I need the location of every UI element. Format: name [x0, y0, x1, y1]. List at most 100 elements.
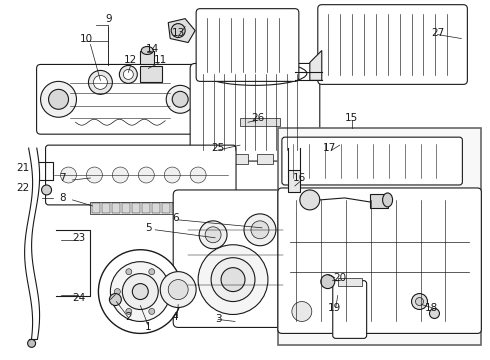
Circle shape [321, 275, 335, 289]
Circle shape [166, 85, 194, 113]
Text: 26: 26 [251, 113, 265, 123]
Polygon shape [310, 50, 322, 80]
Circle shape [114, 289, 121, 294]
Text: 14: 14 [146, 44, 159, 54]
Circle shape [244, 214, 276, 246]
Bar [91, 202, 235, 214]
Bar [338, 278, 362, 285]
Text: 2: 2 [125, 312, 132, 323]
Bar [202, 203, 210, 213]
Circle shape [412, 293, 427, 310]
Circle shape [27, 339, 36, 347]
Circle shape [112, 167, 128, 183]
Ellipse shape [383, 193, 392, 207]
Text: 5: 5 [145, 223, 151, 233]
FancyBboxPatch shape [333, 280, 367, 338]
Text: 4: 4 [172, 312, 178, 323]
Bar [212, 203, 220, 213]
Circle shape [172, 91, 188, 107]
Circle shape [190, 167, 206, 183]
Text: 9: 9 [105, 14, 112, 24]
Circle shape [205, 227, 221, 243]
Text: 7: 7 [59, 173, 66, 183]
Circle shape [61, 167, 76, 183]
Circle shape [171, 24, 185, 37]
FancyBboxPatch shape [278, 188, 481, 333]
Circle shape [221, 268, 245, 292]
Text: 10: 10 [80, 33, 93, 44]
Text: 23: 23 [72, 233, 85, 243]
Bar [282, 154, 298, 164]
Text: 13: 13 [172, 28, 185, 37]
Circle shape [86, 167, 102, 183]
Bar [142, 203, 150, 213]
Text: 19: 19 [328, 302, 342, 312]
Circle shape [94, 75, 107, 89]
Circle shape [164, 167, 180, 183]
Bar [93, 203, 100, 213]
Text: 27: 27 [431, 28, 444, 37]
Bar [112, 203, 121, 213]
FancyBboxPatch shape [37, 64, 199, 134]
FancyBboxPatch shape [173, 190, 298, 328]
Text: 21: 21 [16, 163, 29, 173]
FancyBboxPatch shape [196, 9, 299, 81]
Circle shape [132, 284, 148, 300]
Circle shape [429, 309, 440, 319]
Circle shape [251, 221, 269, 239]
FancyBboxPatch shape [282, 137, 463, 185]
Bar [222, 203, 230, 213]
Text: 1: 1 [145, 323, 151, 332]
Text: 15: 15 [345, 113, 358, 123]
Text: 25: 25 [212, 143, 225, 153]
Text: 6: 6 [172, 213, 178, 223]
Text: 16: 16 [293, 173, 306, 183]
Bar [288, 170, 300, 192]
Circle shape [138, 167, 154, 183]
Circle shape [89, 71, 112, 94]
Text: 20: 20 [333, 273, 346, 283]
Circle shape [120, 66, 137, 84]
Bar [162, 203, 170, 213]
FancyBboxPatch shape [318, 5, 467, 84]
Ellipse shape [203, 62, 307, 85]
FancyBboxPatch shape [46, 145, 236, 205]
Text: 12: 12 [123, 55, 137, 66]
Circle shape [416, 298, 423, 306]
Circle shape [123, 69, 133, 80]
Bar [369, 194, 388, 208]
Bar [172, 203, 180, 213]
Circle shape [49, 89, 69, 109]
Bar [132, 203, 140, 213]
Text: 18: 18 [425, 302, 438, 312]
Circle shape [41, 81, 76, 117]
Bar [140, 50, 154, 64]
Ellipse shape [141, 46, 153, 54]
Circle shape [160, 272, 196, 307]
Bar [182, 203, 190, 213]
Circle shape [149, 309, 155, 314]
Bar [140, 67, 162, 82]
Text: 11: 11 [154, 55, 167, 66]
Circle shape [211, 258, 255, 302]
Circle shape [292, 302, 312, 321]
Text: 24: 24 [72, 293, 85, 302]
Circle shape [160, 289, 166, 294]
Circle shape [149, 269, 155, 275]
Bar [152, 203, 160, 213]
Circle shape [300, 190, 320, 210]
FancyBboxPatch shape [190, 63, 320, 161]
Text: 17: 17 [323, 143, 336, 153]
Bar [240, 118, 280, 126]
Circle shape [126, 309, 132, 314]
Circle shape [168, 280, 188, 300]
Circle shape [110, 262, 170, 321]
Circle shape [199, 221, 227, 249]
Circle shape [198, 245, 268, 315]
Text: 8: 8 [59, 193, 66, 203]
Bar [207, 154, 223, 164]
Circle shape [109, 293, 122, 306]
Bar [122, 203, 130, 213]
Text: 22: 22 [16, 183, 29, 193]
Circle shape [126, 269, 132, 275]
